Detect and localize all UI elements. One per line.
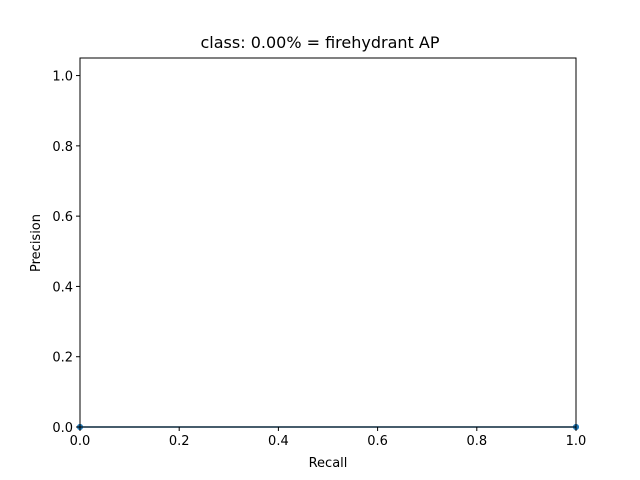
y-axis-label: Precision: [29, 214, 44, 272]
axes-frame: [79, 57, 577, 428]
x-tick-label-2: 0.4: [268, 434, 289, 449]
y-tick-label-4: 0.8: [52, 140, 73, 155]
x-tick-label-1: 0.2: [169, 434, 190, 449]
x-tick-label-5: 1.0: [566, 434, 587, 449]
y-tick-label-1: 0.2: [52, 351, 73, 366]
x-tick-label-3: 0.6: [367, 434, 388, 449]
y-tick-label-5: 1.0: [52, 70, 73, 85]
x-axis-label: Recall: [309, 456, 348, 471]
chart-title: class: 0.00% = firehydrant AP: [201, 33, 440, 52]
y-tick-label-2: 0.4: [52, 280, 73, 295]
plot-area: 0.0 0.2 0.4 0.6 0.8 1.0 0.0 0.2 0.4 0.6 0.8 1.0: [52, 57, 587, 449]
x-tick-label-4: 0.8: [466, 434, 487, 449]
x-tick-label-0: 0.0: [70, 434, 91, 449]
y-tick-label-0: 0.0: [52, 421, 73, 436]
y-tick-label-3: 0.6: [52, 210, 73, 225]
